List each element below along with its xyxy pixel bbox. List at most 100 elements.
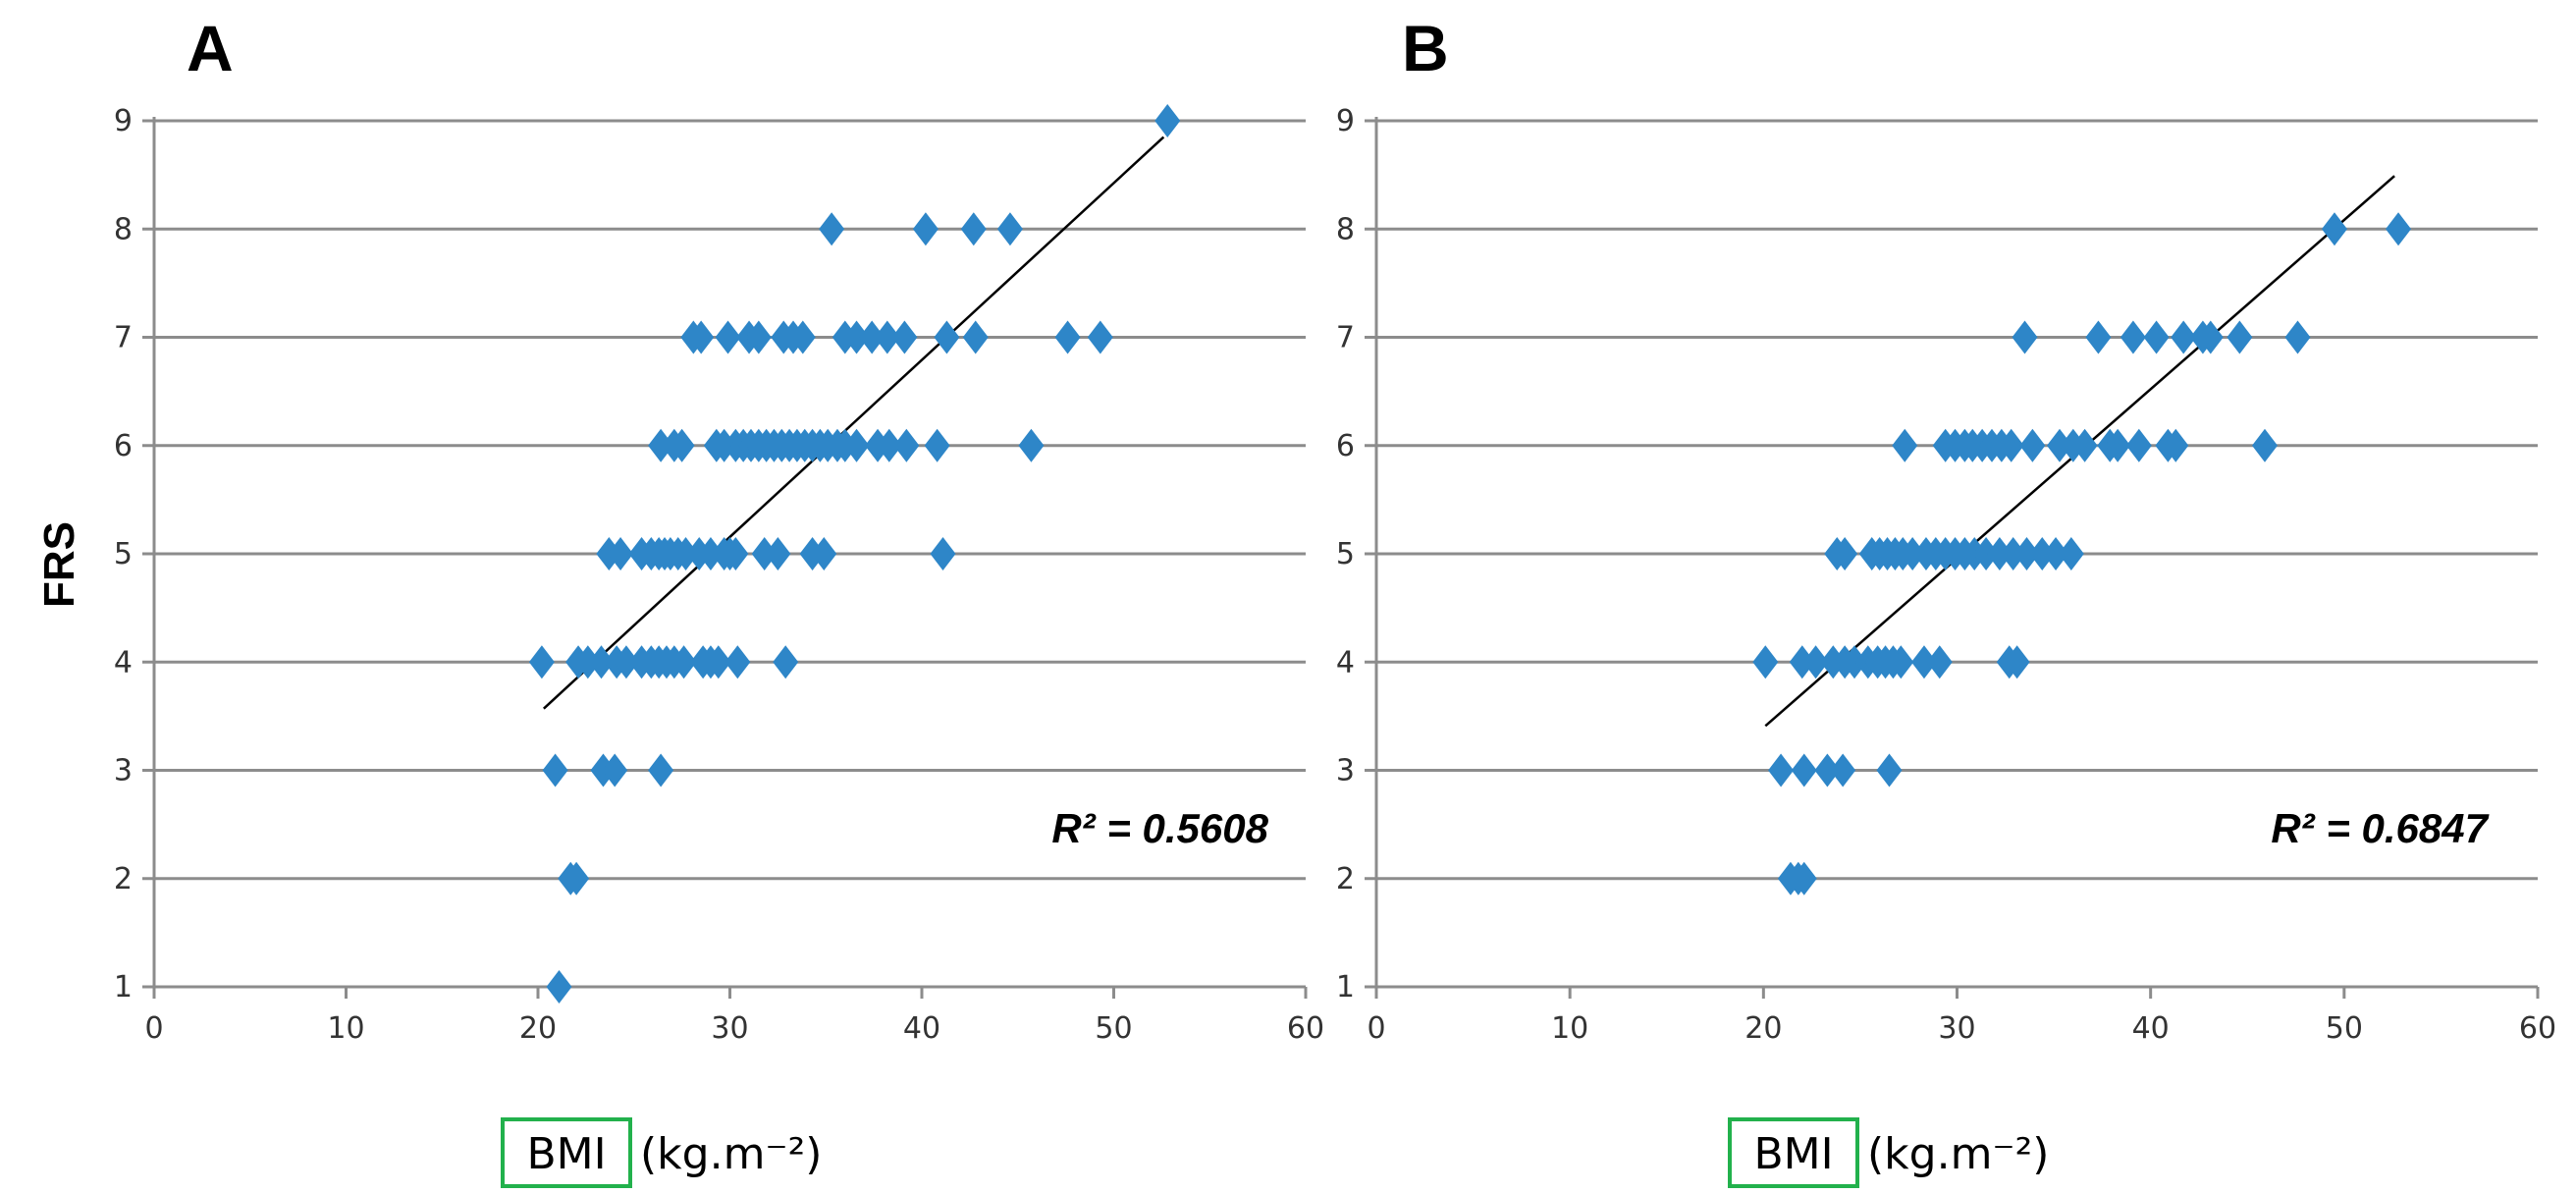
x-tick-label-20: 20 <box>519 1011 557 1046</box>
y-tick-label-5: 5 <box>1336 537 1355 571</box>
data-point <box>2171 320 2197 354</box>
trendline <box>543 136 1165 710</box>
x-tick-label-30: 30 <box>1938 1011 1975 1046</box>
data-point <box>608 537 634 570</box>
y-axis-title: FRS <box>35 521 83 608</box>
data-point <box>1789 645 1815 679</box>
data-point <box>1900 537 1926 570</box>
data-point <box>528 645 555 679</box>
data-point <box>2251 428 2278 462</box>
panel-a-trendline <box>543 136 1165 710</box>
y-tick-label-7: 7 <box>114 321 133 355</box>
data-point <box>843 428 870 462</box>
data-point <box>1830 753 1856 787</box>
data-point <box>930 537 956 570</box>
x-axis-unit-b: (kg.m⁻²) <box>1867 1129 2049 1179</box>
x-tick-label-50: 50 <box>2326 1011 2363 1046</box>
x-tick-label-40: 40 <box>903 1011 940 1046</box>
y-tick-label-4: 4 <box>114 645 133 679</box>
x-tick-label-10: 10 <box>327 1011 364 1046</box>
data-point <box>2071 428 2098 462</box>
data-point <box>934 320 960 354</box>
data-point <box>876 428 902 462</box>
data-point <box>765 537 791 570</box>
panel-a-points <box>528 104 1181 1004</box>
data-point <box>705 645 731 679</box>
data-point <box>546 970 572 1004</box>
data-point <box>2058 537 2084 570</box>
data-point <box>960 212 987 246</box>
panel-a-axes <box>142 117 1308 999</box>
y-tick-label-6: 6 <box>1336 429 1355 463</box>
data-point <box>1888 645 1914 679</box>
data-point <box>688 320 715 354</box>
data-point <box>2019 428 2046 462</box>
y-tick-label-9: 9 <box>114 104 133 138</box>
data-point <box>745 320 772 354</box>
data-point <box>1154 104 1181 137</box>
data-point <box>1892 428 1918 462</box>
panel-a-y-tick-labels: 1 2 3 4 5 6 7 8 9 <box>114 104 133 1004</box>
data-point <box>1842 645 1868 679</box>
data-point <box>843 320 870 354</box>
y-tick-label-9: 9 <box>1336 104 1355 138</box>
x-axis-unit-a: (kg.m⁻²) <box>640 1129 822 1179</box>
data-point <box>1752 645 1779 679</box>
data-point <box>671 645 697 679</box>
data-point <box>2120 320 2146 354</box>
data-point <box>1986 537 2012 570</box>
y-tick-label-1: 1 <box>114 970 133 1004</box>
data-point <box>859 320 886 354</box>
data-point <box>2163 428 2189 462</box>
data-point <box>564 861 590 896</box>
x-tick-label-20: 20 <box>1744 1011 1782 1046</box>
x-tick-label-60: 60 <box>2519 1011 2556 1046</box>
data-point <box>648 428 674 462</box>
data-point <box>2029 537 2056 570</box>
data-point <box>2105 428 2131 462</box>
y-tick-label-2: 2 <box>114 862 133 896</box>
data-point <box>648 753 674 787</box>
data-point <box>1973 537 2000 570</box>
x-tick-label-50: 50 <box>1095 1011 1132 1046</box>
data-point <box>1910 645 1937 679</box>
y-tick-label-6: 6 <box>114 429 133 463</box>
x-tick-label-30: 30 <box>711 1011 748 1046</box>
data-point <box>715 320 741 354</box>
data-point <box>1018 428 1045 462</box>
r2-label-b: R² = 0.6847 <box>2271 805 2489 851</box>
data-point <box>962 320 989 354</box>
data-point <box>669 428 695 462</box>
data-point <box>1791 861 1817 896</box>
x-axis-title-bmi-b: BMI <box>1753 1129 1833 1179</box>
y-tick-label-2: 2 <box>1336 862 1355 896</box>
data-point <box>602 753 628 787</box>
data-point <box>2085 320 2112 354</box>
data-point <box>819 212 845 246</box>
data-point <box>1876 753 1903 787</box>
data-point <box>912 212 939 246</box>
y-tick-label-3: 3 <box>114 754 133 788</box>
chart-panel-b: B 1 2 3 4 5 6 7 8 9 0 10 20 30 40 50 60 R² = 0.6847 BM… <box>1336 12 2556 1188</box>
panel-label-a: A <box>187 12 234 84</box>
data-point <box>1998 428 2024 462</box>
data-point <box>1087 320 1113 354</box>
data-point <box>574 645 601 679</box>
data-point <box>1814 753 1841 787</box>
data-point <box>2197 320 2224 354</box>
panel-label-b: B <box>1402 12 1449 84</box>
data-point <box>723 537 749 570</box>
data-point <box>613 645 639 679</box>
data-point <box>2321 212 2347 246</box>
data-point <box>751 537 778 570</box>
data-point <box>588 645 615 679</box>
x-axis-title-bmi-a: BMI <box>526 1129 606 1179</box>
data-point <box>811 537 837 570</box>
data-point <box>542 753 568 787</box>
data-point <box>2227 320 2253 354</box>
y-tick-label-1: 1 <box>1336 970 1355 1004</box>
x-axis-title-box-a <box>501 1117 632 1188</box>
x-axis-title-box-b <box>1728 1117 1859 1188</box>
data-point <box>2012 320 2038 354</box>
panel-b-points <box>1752 212 2412 896</box>
